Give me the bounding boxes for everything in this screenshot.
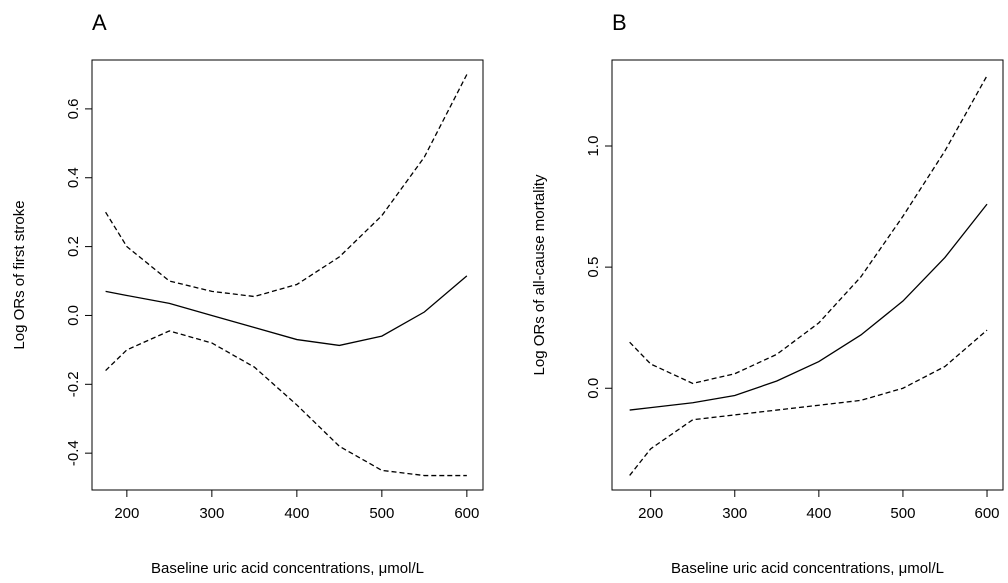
plot-frame <box>611 59 1004 491</box>
solid-line <box>105 275 468 347</box>
y-tick-label: 0.6 <box>65 98 82 119</box>
y-axis-label: Log ORs of all-cause mortality <box>531 174 548 375</box>
x-tick-label: 600 <box>975 505 1000 522</box>
plot-frame <box>91 59 484 491</box>
x-tick-label: 600 <box>454 505 479 522</box>
dashed-line <box>629 329 988 476</box>
x-tick-label: 400 <box>806 505 831 522</box>
dashed-line <box>629 75 988 385</box>
y-tick-label: -0.4 <box>65 440 82 466</box>
panel-title: A <box>92 10 107 35</box>
y-tick-label: 0.4 <box>65 167 82 188</box>
x-tick-label: 200 <box>114 505 139 522</box>
y-axis-label: Log ORs of first stroke <box>11 200 28 349</box>
y-tick-label: 1.0 <box>585 136 602 157</box>
panel-title: B <box>612 10 627 35</box>
y-tick-label: -0.2 <box>65 371 82 397</box>
x-tick-label: 300 <box>722 505 747 522</box>
x-tick-label: 300 <box>199 505 224 522</box>
y-tick-label: 0.0 <box>585 378 602 399</box>
y-tick-label: 0.0 <box>65 305 82 326</box>
y-tick-label: 0.5 <box>585 257 602 278</box>
x-tick-label: 500 <box>890 505 915 522</box>
solid-line <box>629 203 988 411</box>
dashed-line <box>105 74 468 298</box>
x-tick-label: 400 <box>284 505 309 522</box>
x-axis-label: Baseline uric acid concentrations, μmol/… <box>151 560 424 577</box>
x-tick-label: 500 <box>369 505 394 522</box>
dashed-line <box>105 330 467 477</box>
x-axis-label: Baseline uric acid concentrations, μmol/… <box>671 560 944 577</box>
x-tick-label: 200 <box>638 505 663 522</box>
y-tick-label: 0.2 <box>65 236 82 257</box>
